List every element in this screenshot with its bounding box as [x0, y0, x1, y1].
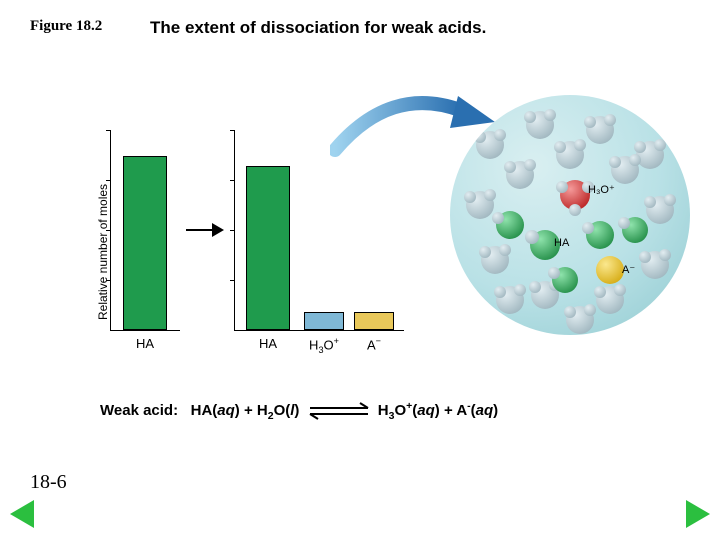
x-axis-left: [110, 330, 180, 331]
a-minus-ion: [596, 256, 624, 284]
label-ha: HA: [554, 237, 569, 249]
y-tick: [230, 280, 234, 281]
y-tick: [230, 180, 234, 181]
bar-ha-after: [246, 166, 290, 330]
bar-label-ha-after: HA: [246, 336, 290, 351]
bar-a-minus: [354, 312, 394, 330]
transition-arrow-icon: [184, 218, 224, 242]
bar-ha-before: [123, 156, 167, 330]
chart-before: Relative number of moles HA: [70, 130, 200, 360]
label-a: A⁻: [622, 263, 635, 276]
figure-label: Figure 18.2: [30, 18, 102, 35]
equation: Weak acid: HA(aq) + H2O(l) H3O+(aq) + A-…: [100, 400, 660, 422]
equilibrium-arrow-icon: [304, 401, 374, 421]
y-axis-right: [234, 130, 235, 330]
y-tick: [106, 130, 110, 131]
eq-prefix: Weak acid:: [100, 402, 178, 419]
slide-title: The extent of dissociation for weak acid…: [150, 18, 486, 38]
molecule-view: H₃O⁺ HA A⁻: [450, 95, 690, 335]
bar-label-a: A−: [354, 336, 394, 352]
bar-label-h3o: H3O+: [298, 336, 350, 355]
nav-forward-button[interactable]: [686, 500, 710, 528]
page-number: 18-6: [30, 471, 67, 494]
label-h3o: H₃O⁺: [588, 183, 615, 196]
y-tick: [230, 230, 234, 231]
ha-molecules: [492, 211, 648, 293]
y-axis-left: [110, 130, 111, 330]
eq-rhs: H3O+(aq) + A-(aq): [378, 402, 498, 419]
nav-back-button[interactable]: [10, 500, 34, 528]
x-axis-right: [234, 330, 404, 331]
y-tick: [230, 130, 234, 131]
y-axis-label: Relative number of moles: [96, 140, 110, 320]
bar-h3o: [304, 312, 344, 330]
bar-label-ha-before: HA: [123, 336, 167, 351]
eq-lhs: HA(aq) + H2O(l): [191, 402, 304, 419]
